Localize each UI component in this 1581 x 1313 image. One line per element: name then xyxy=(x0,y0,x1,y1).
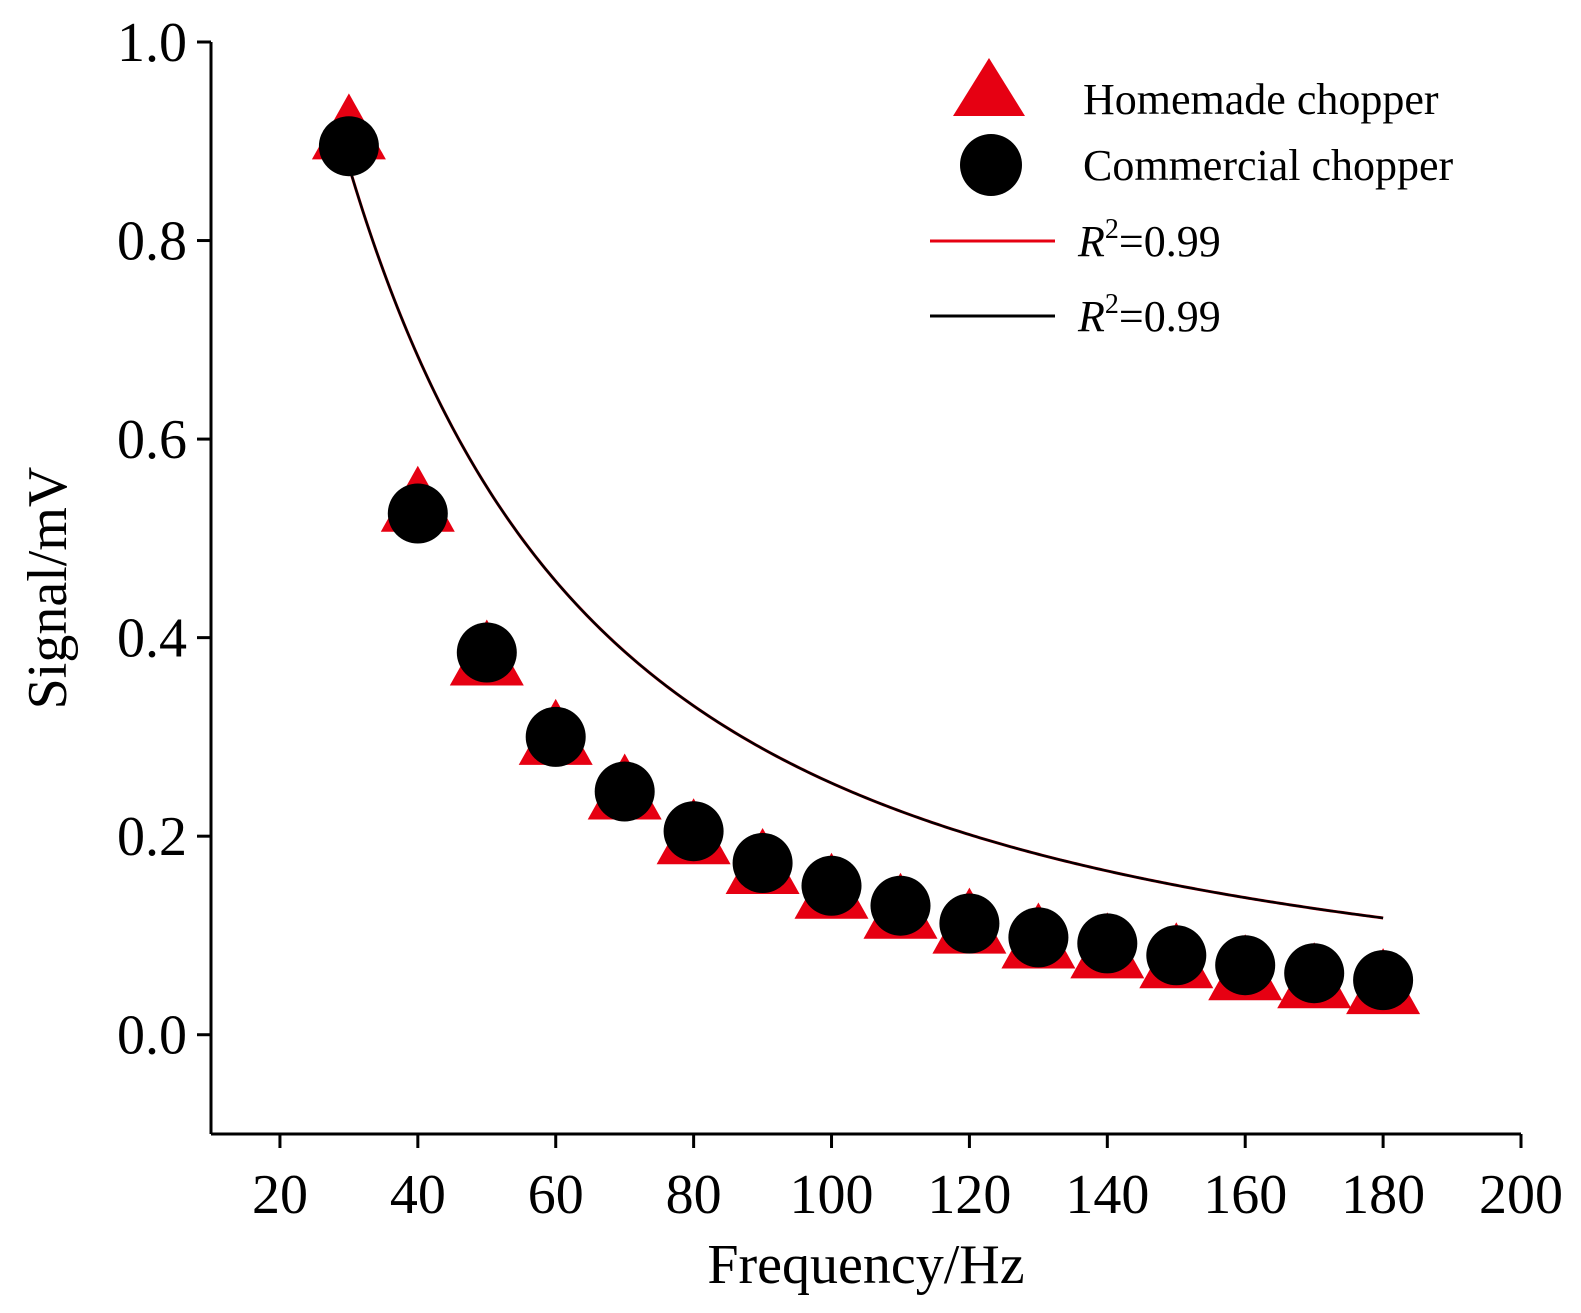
commercial-chopper-point xyxy=(318,116,379,177)
x-tick-label: 120 xyxy=(927,1164,1011,1226)
commercial-chopper-point xyxy=(801,855,862,916)
x-tick-label: 80 xyxy=(666,1164,722,1226)
fit-label-variable: R xyxy=(1077,217,1105,266)
x-tick-label: 160 xyxy=(1203,1164,1287,1226)
y-tick-label: 0.2 xyxy=(117,806,187,868)
legend: Homemade chopper Commercial chopper R2=0… xyxy=(930,58,1454,341)
commercial-chopper-point xyxy=(663,801,724,862)
commercial-chopper-point xyxy=(594,761,655,822)
legend-label-red-fit: R2=0.99 xyxy=(1077,214,1221,266)
commercial-chopper-point xyxy=(525,706,586,767)
y-tick-label: 0.4 xyxy=(117,608,187,670)
commercial-chopper-point xyxy=(1008,907,1069,968)
legend-label-homemade-chopper: Homemade chopper xyxy=(1083,75,1439,124)
fit-label-value: =0.99 xyxy=(1119,217,1221,266)
x-tick-label: 20 xyxy=(252,1164,308,1226)
commercial-chopper-points xyxy=(318,116,1414,1011)
y-tick-label: 0.8 xyxy=(117,211,187,273)
fit-line-red xyxy=(347,165,1384,920)
x-tick-label: 200 xyxy=(1479,1164,1563,1226)
x-tick-label: 40 xyxy=(390,1164,446,1226)
x-tick-label: 60 xyxy=(528,1164,584,1226)
legend-triangle-marker xyxy=(953,58,1025,116)
commercial-chopper-point xyxy=(870,875,931,936)
commercial-chopper-point xyxy=(1215,935,1276,996)
fit-label-superscript: 2 xyxy=(1105,214,1119,245)
y-tick-label: 0.6 xyxy=(117,409,187,471)
commercial-chopper-point xyxy=(1353,950,1414,1011)
x-ticks: 20 40 60 80 100 120 140 160 180 200 xyxy=(252,1134,1563,1226)
x-tick-label: 140 xyxy=(1065,1164,1149,1226)
legend-circle-marker xyxy=(960,134,1022,196)
fit-label-value: =0.99 xyxy=(1119,292,1221,341)
commercial-chopper-point xyxy=(1077,913,1138,974)
y-tick-label: 0.0 xyxy=(117,1005,187,1067)
commercial-chopper-point xyxy=(939,893,1000,954)
commercial-chopper-point xyxy=(387,483,448,544)
y-axis-title: Signal/mV xyxy=(17,467,79,710)
axes xyxy=(209,42,1521,1136)
x-axis-title: Frequency/Hz xyxy=(707,1234,1024,1296)
commercial-chopper-point xyxy=(456,622,517,683)
y-ticks: 0.0 0.2 0.4 0.6 0.8 1.0 xyxy=(117,12,211,1067)
fit-line-black xyxy=(347,165,1384,920)
commercial-chopper-point xyxy=(1284,943,1345,1004)
commercial-chopper-point xyxy=(732,833,793,893)
legend-label-commercial-chopper: Commercial chopper xyxy=(1083,141,1454,190)
legend-label-black-fit: R2=0.99 xyxy=(1077,289,1221,341)
fit-label-variable: R xyxy=(1077,292,1105,341)
y-tick-label: 1.0 xyxy=(117,12,187,74)
homemade-chopper-points xyxy=(311,93,1421,1015)
fit-label-superscript: 2 xyxy=(1105,289,1119,320)
x-tick-label: 180 xyxy=(1341,1164,1425,1226)
fit-lines xyxy=(347,165,1384,920)
commercial-chopper-point xyxy=(1146,925,1207,986)
x-tick-label: 100 xyxy=(790,1164,874,1226)
